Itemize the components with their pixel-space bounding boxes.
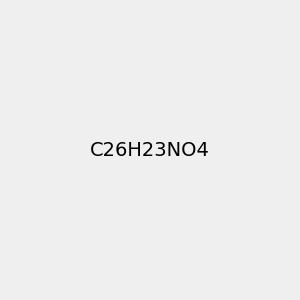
Text: C26H23NO4: C26H23NO4 [90, 140, 210, 160]
